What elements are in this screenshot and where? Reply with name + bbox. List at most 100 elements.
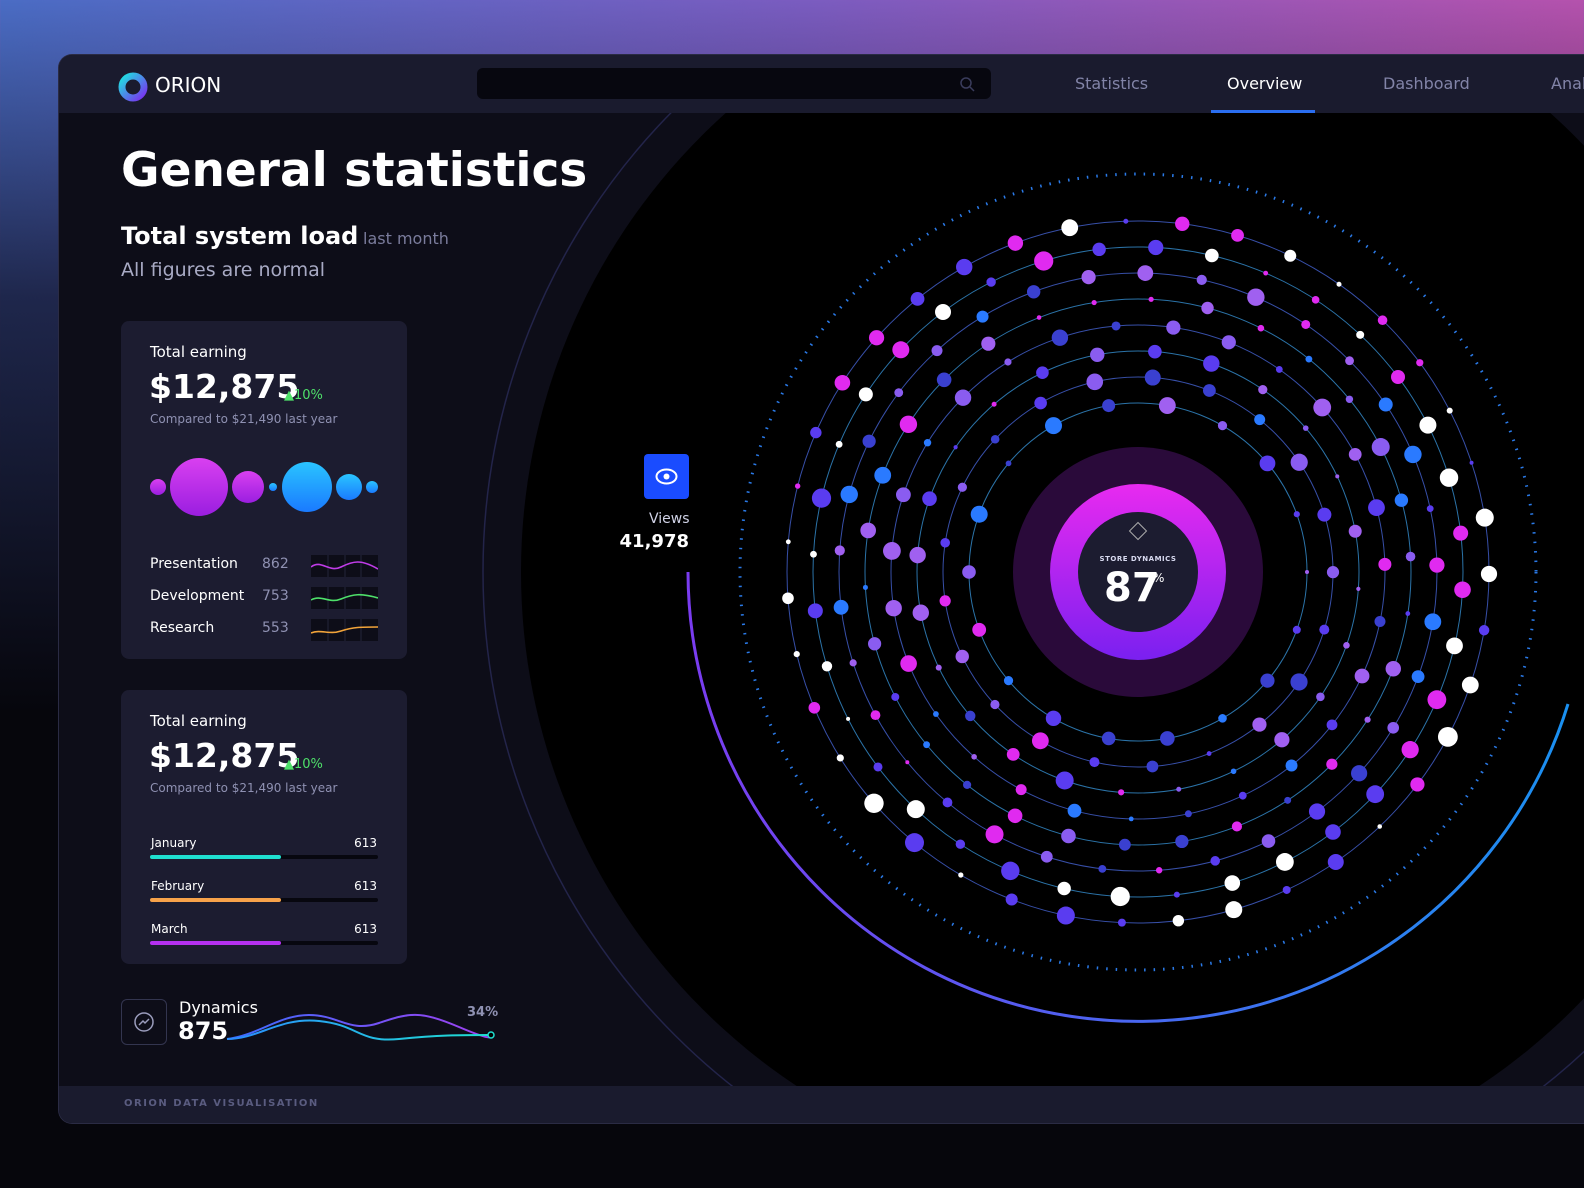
- sparkline: [311, 587, 378, 609]
- bar-value: 613: [354, 879, 377, 893]
- orbit-dot: [1258, 385, 1268, 395]
- orbit-dot: [965, 710, 976, 722]
- search-box[interactable]: [477, 68, 991, 99]
- orbit-dot: [1004, 358, 1012, 366]
- eye-icon: [655, 468, 678, 485]
- orbit-dot: [785, 539, 791, 545]
- orbit-dot: [1282, 885, 1291, 894]
- orbit-dot: [942, 797, 953, 808]
- orbit-dot: [1319, 624, 1330, 635]
- nav-item[interactable]: Overview: [1227, 74, 1303, 93]
- center-icon: [1128, 521, 1148, 541]
- orbit-dot: [1092, 242, 1106, 257]
- orbit-dot: [955, 839, 966, 849]
- search-icon: [960, 77, 975, 92]
- orbit-dot: [836, 754, 844, 762]
- orbit-dot: [834, 374, 851, 391]
- orbit-dot: [976, 310, 989, 323]
- bar-name: March: [151, 922, 188, 936]
- orbit: [864, 298, 1412, 846]
- orbit-dot: [782, 592, 794, 605]
- up-arrow: ▲: [284, 757, 294, 772]
- orbit-dot: [1261, 834, 1276, 848]
- orbit-dot: [1259, 455, 1276, 472]
- orbit-dot: [910, 291, 925, 306]
- orbit-dot: [985, 825, 1004, 844]
- orbit-dot: [1055, 771, 1074, 790]
- orbit-dot: [1225, 901, 1243, 919]
- orbit-dot: [922, 491, 937, 506]
- nav-item[interactable]: Dashboard: [1383, 74, 1470, 93]
- orbit-dot: [1325, 824, 1341, 840]
- dynamics-icon[interactable]: [121, 999, 167, 1045]
- sparkline-line: [311, 593, 378, 602]
- bubbles: [150, 458, 378, 516]
- orbit-dot: [904, 833, 924, 853]
- orbit-dot: [1203, 355, 1220, 372]
- row-name: Presentation: [150, 556, 238, 572]
- sparkline: [311, 619, 378, 641]
- orbit-dot: [909, 546, 926, 564]
- orbit-dot: [1345, 395, 1354, 403]
- orbit-dot: [1091, 299, 1097, 306]
- nav-item[interactable]: Statistics: [1075, 74, 1149, 93]
- orbit-dot: [1238, 791, 1247, 800]
- orbit-dot: [1118, 789, 1125, 796]
- orbit-dot: [807, 603, 823, 619]
- orbit-dot: [1351, 765, 1368, 782]
- outer-ring: [482, 55, 1584, 1123]
- orbit-dot: [1218, 714, 1227, 723]
- orbit-dot: [1123, 218, 1129, 224]
- orbit-dot: [1081, 270, 1096, 285]
- orbit-dot: [1006, 747, 1020, 761]
- orbit-dot: [1327, 853, 1344, 870]
- up-arrow: ▲: [284, 388, 294, 403]
- orbit-dot: [1205, 248, 1219, 263]
- orbit-dot: [1202, 384, 1216, 397]
- orbit-dot: [1003, 676, 1014, 686]
- center-core: [1078, 512, 1198, 632]
- views-label: Views: [649, 511, 690, 527]
- views-icon[interactable]: [644, 454, 689, 499]
- orbit-dot: [1478, 625, 1490, 636]
- orbit-dot: [870, 710, 881, 721]
- orbit-dot: [1160, 731, 1175, 746]
- orbit-dot: [1410, 777, 1425, 792]
- orbit-dot: [1176, 786, 1182, 792]
- views-value: 41,978: [619, 531, 689, 552]
- orbit-dot: [1371, 438, 1390, 457]
- orbit-dot: [935, 664, 942, 671]
- orbit-dot: [906, 800, 925, 819]
- orbit-dot: [1335, 474, 1340, 479]
- orbit-dot: [1275, 853, 1294, 871]
- orbit-dot: [1480, 565, 1498, 583]
- period[interactable]: last month: [363, 229, 449, 248]
- orbit-dot: [1453, 525, 1469, 541]
- card-label: Total earning: [150, 712, 247, 730]
- sparkline: [311, 555, 378, 577]
- orbit-dot: [971, 754, 977, 760]
- orbit-dot: [1210, 856, 1221, 866]
- orbit-dot: [894, 388, 904, 398]
- orbit-dot: [1224, 875, 1241, 891]
- orbit-dot: [1231, 821, 1243, 832]
- orbit-dot: [1090, 347, 1105, 362]
- orbit-dot: [1137, 265, 1154, 281]
- row-value: 862: [262, 556, 289, 572]
- orbit-dot: [923, 741, 930, 749]
- orbit-dot: [1175, 216, 1190, 232]
- orbit-dot: [1040, 850, 1053, 863]
- orbit-dot: [931, 345, 943, 357]
- orbit-dot: [1429, 557, 1445, 573]
- bar-value: 613: [354, 922, 377, 936]
- orbit-dot: [1378, 557, 1392, 571]
- orbit-dot: [891, 692, 900, 701]
- orbit-dot: [1117, 918, 1126, 927]
- logo-icon: [118, 72, 148, 102]
- orbit-dot: [1196, 274, 1207, 285]
- nav-item[interactable]: Analytics: [1551, 74, 1584, 93]
- orbit-dot: [1461, 676, 1479, 694]
- orbit-dot: [1364, 716, 1371, 723]
- orbit-dot: [1230, 768, 1237, 775]
- orbit-dot: [1305, 355, 1313, 363]
